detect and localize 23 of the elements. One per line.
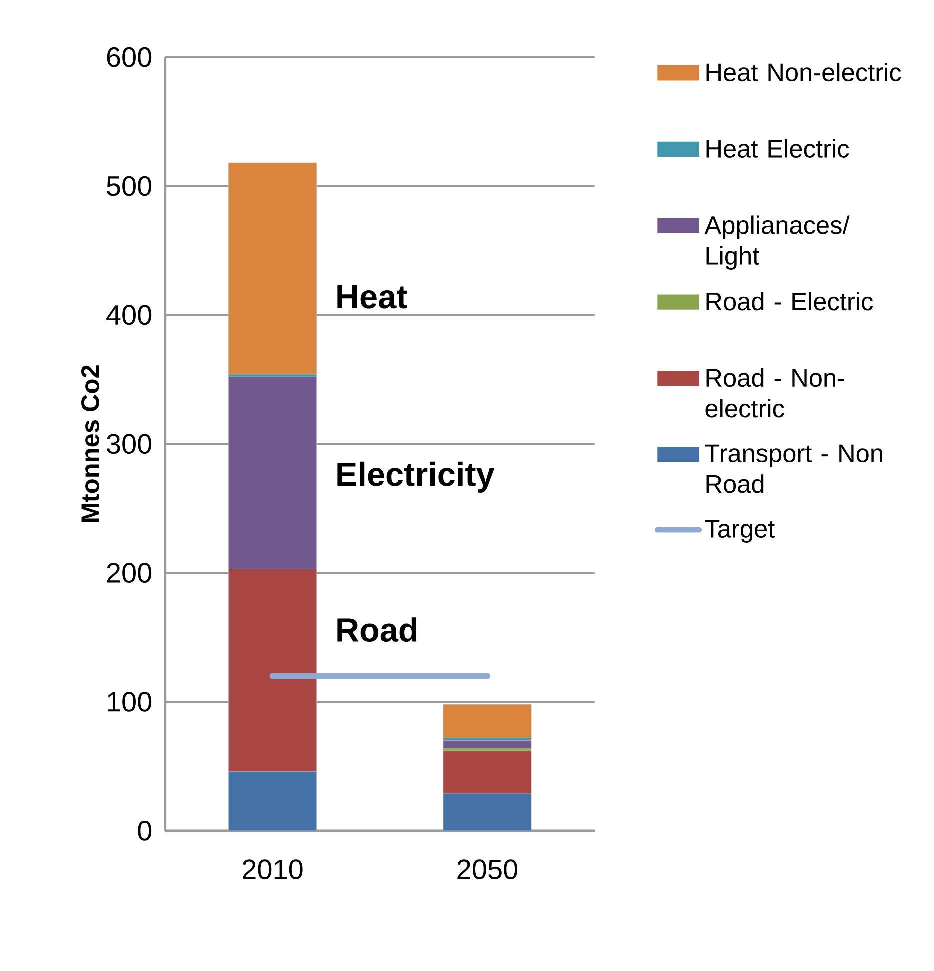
x-tick-label: 2050 [458, 860, 518, 880]
legend-label: Applianaces/ Light [704, 216, 850, 270]
y-axis-title: Mtonnes Co2 [82, 366, 100, 522]
legend-label: Heat Electric [706, 139, 850, 158]
y-tick-label: 0 [138, 821, 152, 841]
legend-label: Target [705, 520, 776, 544]
bar [228, 162, 318, 375]
y-tick-label: 100 [108, 692, 152, 712]
legend-label: Road - Electric [706, 292, 874, 311]
y-tick-label: 500 [107, 176, 152, 196]
annotation: Heat [338, 286, 408, 309]
y-tick-label: 600 [108, 47, 152, 68]
legend-label: Transport - Non Road [705, 444, 883, 494]
bar [443, 740, 532, 749]
annotation: Road [338, 618, 417, 642]
legend-label: Road - Non-electric [706, 368, 845, 418]
bar [443, 704, 532, 738]
x-tick-label: 2010 [243, 860, 303, 880]
annotation: Electricity [338, 462, 495, 493]
y-tick-label: 200 [108, 563, 152, 583]
y-tick-label: 400 [106, 305, 152, 326]
legend-label: Heat Non-electric [706, 62, 902, 82]
y-tick-label: 300 [107, 434, 152, 454]
